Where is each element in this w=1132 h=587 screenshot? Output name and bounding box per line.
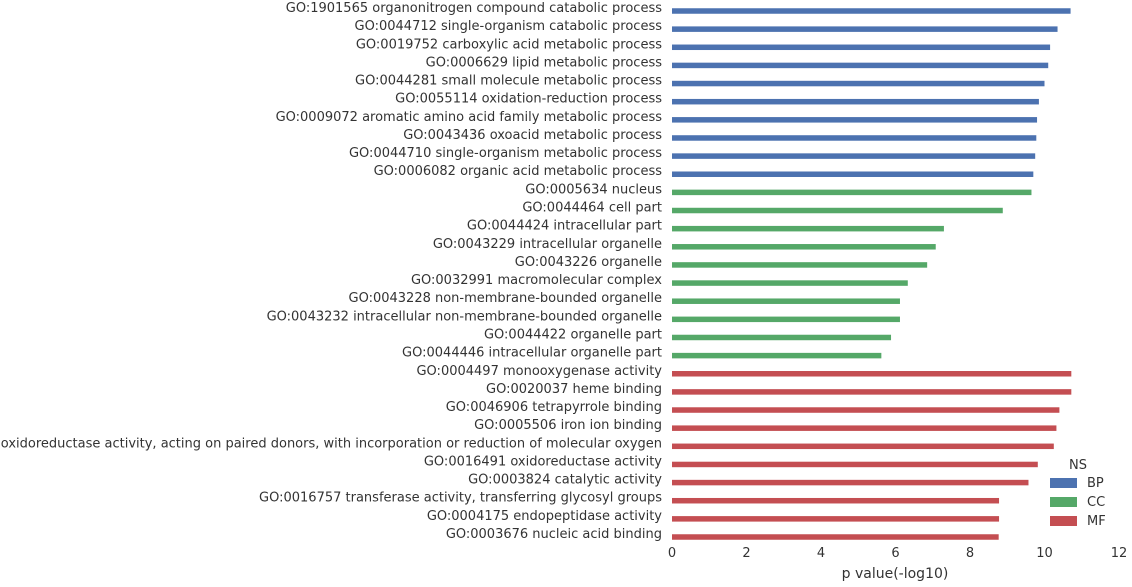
- bar-mf-29: [672, 534, 999, 540]
- bar-cc-17: [672, 316, 900, 323]
- category-label-6: GO:0009072 aromatic amino acid family me…: [276, 110, 663, 125]
- category-label-21: GO:0020037 heme binding: [486, 382, 662, 397]
- category-label-5: GO:0055114 oxidation-reduction process: [395, 92, 662, 107]
- category-label-4: GO:0044281 small molecule metabolic proc…: [355, 74, 662, 89]
- category-label-12: GO:0044424 intracellular part: [467, 219, 662, 234]
- bar-bp-1: [672, 26, 1058, 32]
- bars-layer: [672, 8, 1072, 540]
- bar-cc-13: [672, 244, 936, 250]
- x-tick-label-0: 0: [668, 546, 676, 561]
- bar-bp-7: [672, 135, 1037, 141]
- x-tick-label-4: 4: [817, 546, 825, 561]
- category-label-28: GO:0004175 endopeptidase activity: [427, 509, 662, 524]
- legend-swatch-mf: [1050, 516, 1077, 526]
- category-label-27: GO:0016757 transferase activity, transfe…: [259, 491, 662, 506]
- bar-mf-22: [672, 407, 1060, 413]
- category-label-10: GO:0005634 nucleus: [525, 182, 662, 197]
- category-label-24: GO:0016705 oxidoreductase activity, acti…: [0, 436, 662, 451]
- bar-cc-19: [672, 352, 882, 359]
- x-tick-label-12: 12: [1111, 546, 1128, 561]
- bar-mf-27: [672, 497, 1000, 504]
- category-label-1: GO:0044712 single-organism catabolic pro…: [355, 19, 663, 34]
- bar-bp-4: [672, 80, 1045, 87]
- bar-cc-15: [672, 280, 908, 286]
- category-label-22: GO:0046906 tetrapyrrole binding: [446, 400, 662, 415]
- legend-swatch-cc: [1050, 497, 1077, 507]
- bar-bp-0: [672, 8, 1071, 14]
- category-label-3: GO:0006629 lipid metabolic process: [426, 55, 663, 70]
- bar-bp-6: [672, 117, 1038, 123]
- category-label-26: GO:0003824 catalytic activity: [468, 473, 662, 488]
- legend-label-bp: BP: [1087, 476, 1104, 491]
- category-label-20: GO:0004497 monooxygenase activity: [416, 364, 662, 379]
- x-tick-label-2: 2: [742, 546, 750, 561]
- category-label-11: GO:0044464 cell part: [522, 201, 662, 216]
- bar-bp-2: [672, 44, 1051, 51]
- bar-mf-24: [672, 443, 1054, 450]
- category-label-23: GO:0005506 iron ion binding: [474, 418, 662, 433]
- bar-mf-26: [672, 479, 1029, 486]
- category-label-13: GO:0043229 intracellular organelle: [433, 237, 662, 252]
- legend-title: NS: [1069, 458, 1087, 473]
- bar-cc-10: [672, 189, 1032, 196]
- category-label-25: GO:0016491 oxidoreductase activity: [424, 454, 662, 469]
- category-label-29: GO:0003676 nucleic acid binding: [446, 527, 662, 542]
- bar-cc-18: [672, 334, 892, 341]
- legend-label-mf: MF: [1087, 514, 1106, 529]
- legend: NS BP CC MF: [1050, 458, 1106, 529]
- bar-bp-3: [672, 62, 1049, 69]
- x-tick-label-8: 8: [966, 546, 974, 561]
- bar-bp-9: [672, 171, 1034, 177]
- category-label-8: GO:0044710 single-organism metabolic pro…: [349, 146, 662, 161]
- bar-mf-23: [672, 425, 1057, 431]
- bar-bp-5: [672, 98, 1039, 105]
- category-label-18: GO:0044422 organelle part: [484, 327, 662, 342]
- category-label-16: GO:0043228 non-membrane-bounded organell…: [349, 291, 663, 306]
- bar-cc-12: [672, 225, 944, 232]
- bar-mf-28: [672, 516, 1000, 522]
- category-label-0: GO:1901565 organonitrogen compound catab…: [286, 1, 662, 16]
- bar-mf-25: [672, 461, 1038, 468]
- legend-label-cc: CC: [1087, 495, 1105, 510]
- x-tick-label-6: 6: [891, 546, 899, 561]
- category-labels-layer: GO:1901565 organonitrogen compound catab…: [0, 1, 662, 542]
- bar-mf-21: [672, 389, 1072, 395]
- x-tick-label-10: 10: [1036, 546, 1053, 561]
- bar-cc-14: [672, 262, 928, 268]
- category-label-19: GO:0044446 intracellular organelle part: [402, 346, 662, 361]
- x-ticks-layer: 0 2 4 6 8 10 12: [668, 546, 1127, 561]
- category-label-9: GO:0006082 organic acid metabolic proces…: [374, 164, 663, 179]
- x-axis-title: p value(-log10): [842, 566, 949, 582]
- category-label-14: GO:0043226 organelle: [515, 255, 662, 270]
- category-label-2: GO:0019752 carboxylic acid metabolic pro…: [356, 37, 662, 52]
- category-label-7: GO:0043436 oxoacid metabolic process: [403, 128, 662, 143]
- category-label-17: GO:0043232 intracellular non-membrane-bo…: [267, 309, 662, 324]
- bar-cc-16: [672, 298, 900, 304]
- bar-bp-8: [672, 153, 1036, 159]
- bar-cc-11: [672, 207, 1003, 214]
- category-label-15: GO:0032991 macromolecular complex: [411, 273, 662, 288]
- bar-mf-20: [672, 371, 1072, 377]
- legend-swatch-bp: [1050, 478, 1077, 488]
